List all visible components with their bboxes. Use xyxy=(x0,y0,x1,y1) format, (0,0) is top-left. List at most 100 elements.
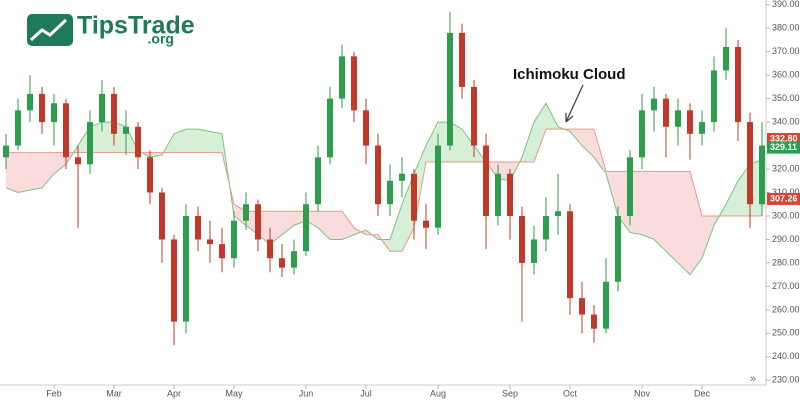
cloud-segment xyxy=(342,211,354,240)
candle-body xyxy=(219,244,225,259)
cloud-segment xyxy=(390,204,402,252)
candle-body xyxy=(615,215,621,282)
y-tick-label: 380.00 xyxy=(772,23,800,33)
candle-body xyxy=(651,98,657,111)
candle-body xyxy=(555,211,561,216)
cloud-segment xyxy=(30,152,42,191)
logo-icon xyxy=(27,14,73,46)
candle-body xyxy=(423,220,429,228)
logo-name: TipsTrade xyxy=(77,12,195,40)
cloud-segment xyxy=(6,152,18,193)
cloud-segment xyxy=(642,171,654,240)
x-tick-label: Sep xyxy=(502,388,518,398)
candle-body xyxy=(375,145,381,205)
candle-body xyxy=(411,173,417,221)
candle-body xyxy=(351,56,357,111)
x-tick-label: Mar xyxy=(106,388,122,398)
candle-body xyxy=(519,215,525,263)
y-tick-label: 350.00 xyxy=(772,93,800,103)
x-tick-label: Nov xyxy=(634,388,651,398)
x-tick-label: Apr xyxy=(167,388,181,398)
cloud-segment xyxy=(282,211,294,235)
candle-body xyxy=(471,86,477,146)
candle-body xyxy=(183,215,189,322)
cloud-segment xyxy=(678,171,690,275)
candle-body xyxy=(339,56,345,99)
y-tick-label: 370.00 xyxy=(772,46,800,56)
cloud-segment xyxy=(702,215,714,259)
candle-body xyxy=(363,110,369,146)
candle-body xyxy=(723,46,729,71)
candle-body xyxy=(327,98,333,158)
candle-body xyxy=(243,204,249,221)
x-tick-label: May xyxy=(225,388,243,398)
candle-body xyxy=(195,215,201,240)
candle-body xyxy=(447,32,453,146)
candle-body xyxy=(231,220,237,259)
x-tick-label: Dec xyxy=(694,388,711,398)
x-tick-label: Feb xyxy=(46,388,62,398)
price-label-box xyxy=(767,141,800,154)
logo-arrow xyxy=(29,18,68,42)
y-tick-label: 290.00 xyxy=(772,234,800,244)
logo: TipsTrade .org xyxy=(27,12,195,47)
cloud-segment xyxy=(666,171,678,263)
annotation: Ichimoku Cloud xyxy=(513,66,626,83)
annotation-arrow xyxy=(565,84,584,123)
candle-body xyxy=(267,239,273,259)
candle-body xyxy=(759,145,765,205)
candle-body xyxy=(207,239,213,245)
price-label-box xyxy=(767,192,800,205)
cloud-segment xyxy=(690,171,702,275)
cloud-line xyxy=(5,102,763,276)
candle-body xyxy=(543,215,549,240)
candle-body xyxy=(567,211,573,299)
cloud-segment xyxy=(42,152,54,188)
candle-body xyxy=(3,145,9,158)
candle-body xyxy=(711,70,717,123)
y-tick-label: 310.00 xyxy=(772,187,800,197)
candle-body xyxy=(99,93,105,123)
candle-body xyxy=(687,110,693,134)
cloud-segment xyxy=(18,152,30,193)
candle-body xyxy=(663,98,669,127)
candle-body xyxy=(75,157,81,165)
candle-body xyxy=(459,32,465,87)
candle-body xyxy=(39,93,45,123)
candle-body xyxy=(639,110,645,158)
candle-body xyxy=(171,239,177,322)
candle-body xyxy=(507,173,513,216)
x-tick-label: Aug xyxy=(430,388,446,398)
cloud-segment xyxy=(174,129,186,153)
cloud-segment xyxy=(462,129,474,162)
cloud-segment xyxy=(150,152,162,158)
candle-body xyxy=(675,110,681,127)
price-label: 307.26 xyxy=(770,193,798,203)
cloud-segment xyxy=(330,211,342,240)
y-tick-label: 260.00 xyxy=(772,304,800,314)
candle-body xyxy=(51,103,57,123)
candle-body xyxy=(279,258,285,268)
y-tick-label: 390.00 xyxy=(772,0,800,9)
y-tick-label: 230.00 xyxy=(772,375,800,385)
scroll-icon[interactable]: » xyxy=(750,373,756,385)
cloud-segment xyxy=(726,180,738,216)
candle-body xyxy=(747,122,753,205)
candle-body xyxy=(87,122,93,165)
candle-body xyxy=(135,126,141,158)
cloud-segment xyxy=(198,129,210,153)
plot-area xyxy=(3,11,765,346)
cloud-segment xyxy=(186,129,198,153)
y-tick-label: 250.00 xyxy=(772,328,800,338)
x-tick-label: Oct xyxy=(563,388,578,398)
candle-body xyxy=(387,180,393,205)
x-tick-label: Jul xyxy=(360,388,372,398)
cloud-segment xyxy=(654,171,666,252)
candle-body xyxy=(63,103,69,158)
y-tick-label: 240.00 xyxy=(772,351,800,361)
candle-body xyxy=(483,145,489,216)
y-tick-label: 280.00 xyxy=(772,257,800,267)
candle-body xyxy=(435,145,441,228)
candle-body xyxy=(603,281,609,329)
